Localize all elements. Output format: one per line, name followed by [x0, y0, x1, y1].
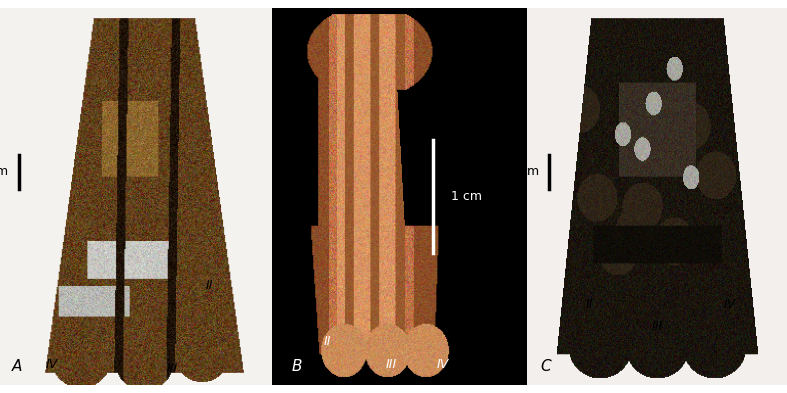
Text: IV: IV — [724, 298, 736, 310]
Text: II: II — [206, 279, 213, 292]
Text: IV: IV — [437, 358, 449, 371]
Text: cm: cm — [520, 165, 539, 178]
Text: IV: IV — [46, 358, 57, 371]
Text: III: III — [386, 358, 397, 371]
Text: III: III — [167, 362, 178, 375]
Text: C: C — [541, 359, 551, 374]
Text: cm: cm — [0, 165, 9, 178]
Text: II: II — [324, 335, 331, 348]
Text: A: A — [12, 359, 22, 374]
Text: III: III — [652, 320, 663, 333]
Text: II: II — [586, 298, 593, 310]
Text: B: B — [292, 359, 302, 374]
Text: 1 cm: 1 cm — [450, 190, 482, 203]
